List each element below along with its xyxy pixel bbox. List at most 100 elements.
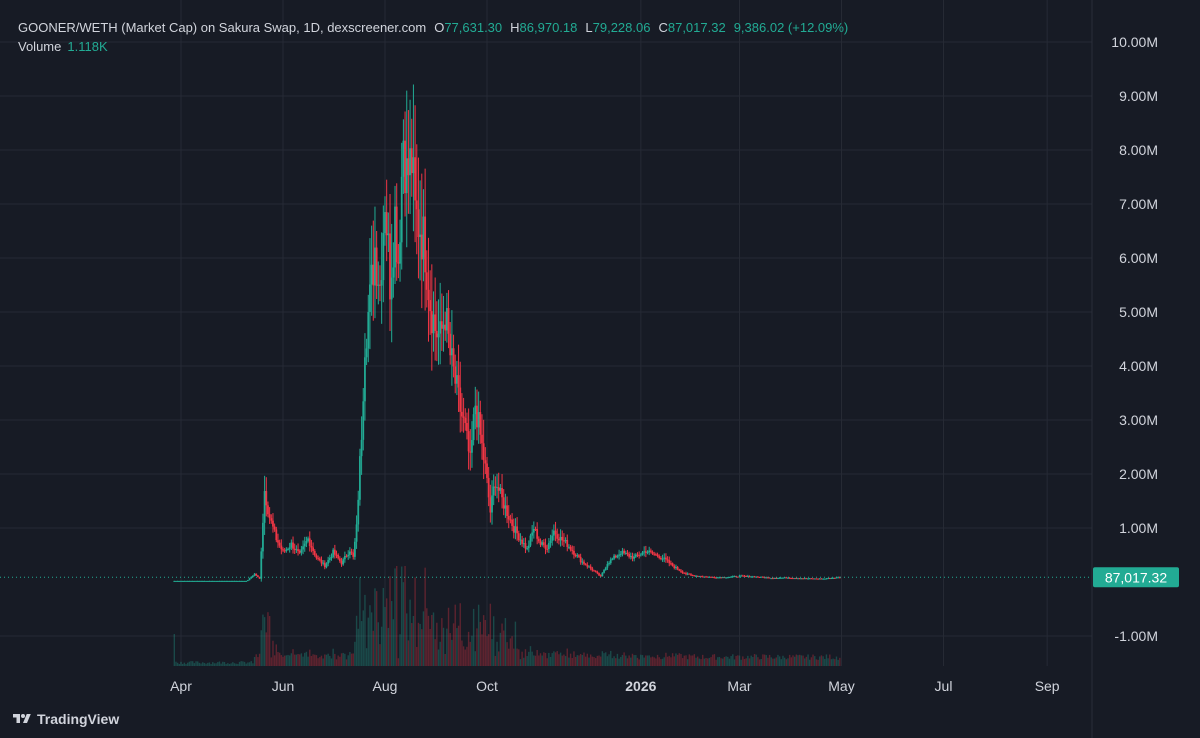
volume-bar (188, 661, 191, 666)
volume-bar (250, 661, 252, 666)
candle-body (663, 557, 666, 559)
candle-body (770, 578, 773, 580)
volume-bar (205, 663, 207, 666)
volume-bar (636, 657, 639, 666)
candle-body (205, 580, 207, 582)
candle-body (402, 140, 405, 177)
volume-bar (422, 611, 425, 666)
candle-body (262, 522, 264, 552)
volume-bar (533, 655, 535, 666)
volume-bar (501, 623, 503, 666)
candle-body (740, 575, 743, 577)
volume-bar (461, 640, 463, 666)
volume-bar (317, 658, 319, 666)
chart-legend: GOONER/WETH (Market Cap) on Sakura Swap,… (18, 18, 848, 56)
candle-body (430, 311, 433, 334)
volume-bar (703, 658, 706, 666)
volume-bar (377, 622, 380, 666)
volume-bar (265, 632, 267, 666)
candle-body (200, 580, 202, 582)
candle-body (658, 556, 661, 559)
volume-bar (691, 655, 694, 666)
candle-body (395, 206, 398, 263)
candle-body (556, 534, 559, 539)
candle-body (696, 575, 699, 577)
candle-body (501, 487, 503, 498)
candle-body (412, 157, 415, 174)
volume-bar (173, 634, 176, 666)
candle-body (832, 577, 835, 579)
volume-bar (793, 656, 796, 666)
volume-bar (247, 662, 249, 666)
candle-body (308, 538, 311, 546)
candle-body (608, 563, 610, 565)
volume-bar (287, 654, 289, 666)
candle-body (323, 562, 326, 568)
candle-body (817, 578, 819, 580)
candle-body (352, 552, 355, 557)
volume-bar (255, 654, 257, 666)
volume-bar (459, 603, 461, 666)
volume-bar (668, 655, 670, 666)
candle-body (454, 366, 457, 384)
candle-body (795, 578, 798, 580)
volume-bar (399, 634, 401, 666)
volume-bar (571, 657, 573, 666)
volume-bar (715, 659, 717, 666)
volume-bar (581, 655, 584, 666)
candle-body (374, 247, 376, 286)
candle-body (389, 233, 391, 300)
volume-bar (795, 654, 798, 666)
candle-body (756, 576, 759, 578)
candle-body (748, 575, 751, 577)
volume-bar (732, 654, 734, 666)
candle-body (295, 549, 298, 551)
x-tick-label: Jun (272, 678, 295, 694)
volume-bar (832, 658, 834, 666)
candle-body (591, 568, 594, 571)
volume-bar (695, 657, 697, 666)
candle-body (716, 577, 719, 579)
volume-bar (752, 656, 754, 666)
candle-body (405, 158, 408, 194)
volume-bar (355, 615, 358, 666)
volume-bar (743, 659, 746, 666)
volume-bar (737, 655, 739, 666)
candle-body (348, 551, 351, 555)
volume-bar (676, 654, 679, 666)
volume-bar (777, 654, 779, 666)
volume-bar (707, 658, 709, 666)
volume-bar (193, 663, 196, 666)
candle-body (380, 280, 383, 286)
volume-bar (215, 663, 217, 666)
candle-body (415, 200, 418, 210)
volume-bar (496, 641, 498, 666)
volume-bar (307, 656, 309, 666)
volume-bar (539, 653, 542, 666)
close-key: C (658, 20, 668, 35)
volume-bar (748, 658, 751, 666)
volume-bar (564, 656, 567, 666)
low-value: 79,228.06 (592, 20, 651, 35)
candle-body (783, 577, 786, 579)
volume-bar (330, 658, 333, 666)
candle-body (248, 578, 251, 581)
tradingview-watermark[interactable]: TradingView (11, 711, 119, 727)
volume-bar (486, 636, 488, 666)
volume-bar (825, 654, 828, 666)
candle-body (258, 576, 261, 579)
volume-bar (655, 658, 657, 666)
volume-bar (591, 656, 594, 666)
candle-body (643, 551, 646, 553)
candle-body (820, 578, 823, 580)
candle-body (342, 559, 345, 565)
candle-body (568, 546, 570, 548)
volume-bar (745, 658, 747, 666)
volume-bar (554, 652, 557, 666)
y-tick-label: 3.00M (1119, 412, 1158, 428)
candle-body (427, 289, 430, 301)
candle-body (372, 264, 375, 286)
candle-body (588, 566, 590, 568)
